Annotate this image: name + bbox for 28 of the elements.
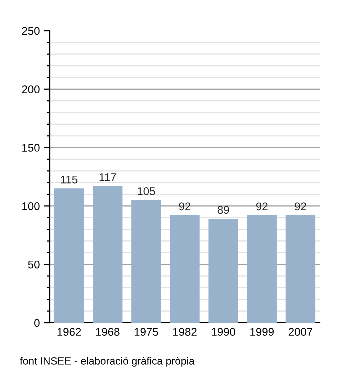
data-label: 92 — [256, 202, 268, 211]
x-tick-label: 1962 — [58, 328, 82, 336]
x-tick-label: 1999 — [250, 328, 274, 336]
bar — [93, 186, 123, 323]
y-tick-label: 250 — [22, 27, 40, 36]
y-tick-label: 100 — [22, 202, 40, 210]
data-label: 115 — [61, 176, 78, 184]
x-tick-label: 1968 — [96, 328, 120, 336]
data-label: 105 — [138, 188, 156, 196]
bar — [170, 216, 200, 323]
x-tick-label: 1975 — [134, 328, 158, 336]
text: font INSEE - elaboració gràfica pròpia — [20, 357, 195, 367]
data-label: 92 — [295, 202, 306, 211]
data-label: 117 — [100, 174, 116, 182]
bar — [286, 216, 316, 323]
y-tick-label: 50 — [28, 260, 40, 269]
y-tick-label: 150 — [22, 144, 40, 152]
bar — [132, 200, 162, 323]
bar — [54, 188, 84, 323]
x-tick-label: 1990 — [212, 328, 236, 336]
x-tick-label: 1982 — [173, 328, 197, 336]
bar — [247, 216, 277, 323]
bar — [208, 219, 238, 323]
x-tick-label: 2007 — [288, 328, 313, 336]
data-label: 89 — [218, 206, 230, 214]
y-tick-label: 200 — [22, 86, 40, 94]
data-label: 92 — [179, 202, 191, 211]
y-tick-label: 0 — [34, 319, 40, 328]
